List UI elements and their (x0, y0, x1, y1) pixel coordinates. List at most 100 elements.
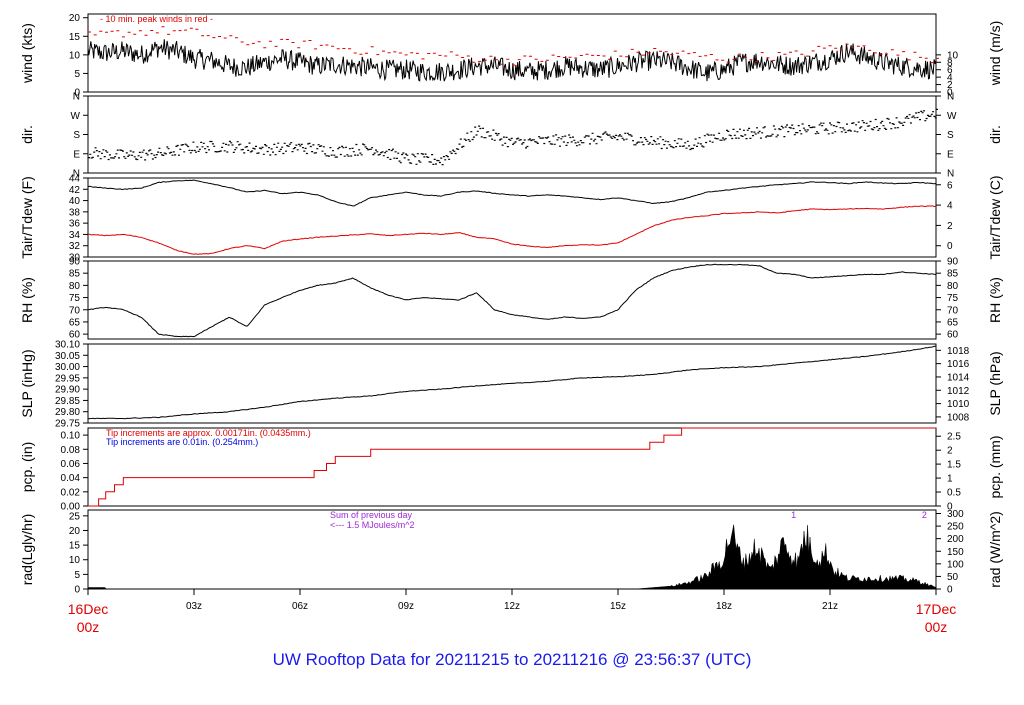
panel-pressure-series-0-line (87, 345, 936, 420)
panel-humidity-left-tick-label: 85 (69, 269, 81, 280)
panel-wind-peak-note: - 10 min. peak winds in red - (100, 14, 213, 24)
panel-direction-frame (87, 95, 937, 174)
x-tick-label: 18z (716, 601, 732, 612)
panel-pressure-left-tick-label: 29.75 (55, 419, 80, 430)
panel-radiation-annotation-0: Sum of previous day (330, 510, 413, 520)
panel-precipitation-frame (87, 427, 937, 507)
panel-wind-right-tick-label: 10 (947, 50, 959, 61)
panel-humidity-ylabel-right: RH (%) (987, 277, 1003, 323)
panel-direction-ylabel-right: dir. (987, 125, 1003, 144)
panel-temperature-left-tick-label: 44 (69, 174, 81, 185)
panel-temperature-series-1-line (87, 205, 937, 255)
panel-radiation-annotation-2: 1 (791, 510, 796, 520)
panel-humidity-right-tick-label: 60 (947, 330, 959, 341)
panel-wind-left-tick-label: 20 (69, 13, 81, 24)
panel-precipitation-right-tick-label: 2 (947, 446, 953, 457)
panel-direction-ylabel-left: dir. (19, 125, 35, 144)
panel-pressure-left-tick-label: 29.90 (55, 385, 80, 396)
panel-precipitation-right-tick-label: 1.5 (947, 460, 961, 471)
panel-wind-series-0-line (87, 39, 937, 82)
panel-direction-left-tick-label: W (71, 111, 81, 122)
panel-precipitation-right-tick-label: 1 (947, 474, 953, 485)
panel-radiation-series-0-area (87, 524, 937, 590)
panel-temperature-right-tick-label: 6 (947, 180, 953, 191)
panel-radiation-ylabel-left: rad(Lgly/hr) (19, 514, 35, 586)
panel-pressure-left-tick-label: 29.85 (55, 396, 80, 407)
panel-temperature-left-tick-label: 42 (69, 185, 81, 196)
panel-radiation-right-tick-label: 50 (947, 572, 959, 583)
panel-precipitation-ylabel-left: pcp. (in) (19, 442, 35, 493)
panel-radiation-right-tick-label: 100 (947, 559, 964, 570)
panel-radiation-right-tick-label: 150 (947, 547, 964, 558)
panel-pressure-left-tick-label: 30.05 (55, 351, 80, 362)
panel-radiation-left-tick-label: 20 (69, 526, 81, 537)
panel-pressure-left-tick-label: 29.80 (55, 407, 80, 418)
panel-humidity-series-0-line (87, 263, 937, 338)
panel-radiation-annotation-1: <--- 1.5 MJoules/m^2 (330, 520, 415, 530)
panel-humidity-right-tick-label: 85 (947, 269, 959, 280)
panel-pressure-right-tick-label: 1016 (947, 359, 970, 370)
panel-temperature-left-tick-label: 34 (69, 230, 81, 241)
panel-temperature-right-tick-label: 4 (947, 201, 953, 212)
panel-humidity-left-tick-label: 90 (69, 257, 81, 268)
panel-wind-ylabel-right: wind (m/s) (987, 21, 1003, 87)
panel-direction-left-tick-label: N (73, 169, 80, 180)
panel-radiation-right-tick-label: 200 (947, 534, 964, 545)
panel-pressure-right-tick-label: 1010 (947, 399, 970, 410)
panel-pressure-left-tick-label: 29.95 (55, 373, 80, 384)
panel-temperature-series-0-line (87, 179, 937, 207)
panel-humidity-frame (87, 260, 937, 340)
panel-wind-left-tick-label: 15 (69, 32, 81, 43)
panel-temperature-left-tick-label: 32 (69, 241, 81, 252)
x-tick-label: 03z (186, 601, 202, 612)
x-start-hour-label: 00z (77, 619, 100, 635)
panel-radiation-left-tick-label: 25 (69, 511, 81, 522)
panel-radiation-left-tick-label: 15 (69, 541, 81, 552)
panel-pressure-frame (87, 343, 937, 424)
panel-precipitation-annotation-0: Tip increments are approx. 0.00171in. (0… (106, 428, 311, 438)
panel-wind-series-1-peak-dashes (88, 26, 939, 66)
panel-precipitation-right-tick-label: 0 (947, 502, 953, 513)
panel-precipitation-left-tick-label: 0.02 (61, 487, 81, 498)
panel-precipitation-right-tick-label: 0.5 (947, 488, 961, 499)
x-tick-label: 15z (610, 601, 626, 612)
panel-precipitation-left-tick-label: 0.00 (61, 502, 81, 513)
panel-humidity-right-tick-label: 80 (947, 281, 959, 292)
panel-precipitation-series-0-step-line (88, 427, 936, 507)
x-tick-label: 09z (398, 601, 414, 612)
panel-direction-right-tick-label: E (947, 149, 954, 160)
panel-direction-left-tick-label: E (73, 149, 80, 160)
panel-humidity-left-tick-label: 65 (69, 317, 81, 328)
x-end-hour-label: 00z (925, 619, 948, 635)
panel-pressure-left-tick-label: 30.00 (55, 362, 80, 373)
panel-wind-right-tick-label: 6 (947, 65, 953, 76)
panel-humidity-right-tick-label: 90 (947, 257, 959, 268)
panel-temperature-ylabel-right: Tair/Tdew (C) (987, 175, 1003, 259)
panel-pressure-right-tick-label: 1018 (947, 346, 970, 357)
panel-radiation-right-tick-label: 250 (947, 522, 964, 533)
panel-wind-right-tick-label: 2 (947, 80, 953, 91)
x-tick-label: 06z (292, 601, 308, 612)
panel-pressure-ylabel-left: SLP (inHg) (19, 349, 35, 417)
panel-wind-left-tick-label: 5 (74, 69, 80, 80)
panel-radiation-annotation-3: 2 (922, 510, 927, 520)
panel-precipitation-left-tick-label: 0.08 (61, 445, 81, 456)
panel-radiation-left-tick-label: 10 (69, 555, 81, 566)
panel-wind-right-tick-label: 0 (947, 88, 953, 99)
panel-wind-right-tick-label: 4 (947, 73, 953, 84)
panel-precipitation-left-tick-label: 0.10 (61, 431, 81, 442)
panel-temperature-ylabel-left: Tair/Tdew (F) (19, 176, 35, 258)
panel-radiation-ylabel-right: rad (W/m^2) (987, 511, 1003, 588)
panel-pressure-right-tick-label: 1012 (947, 386, 970, 397)
panel-precipitation-annotation-1: Tip increments are 0.01in. (0.254mm.) (106, 437, 258, 447)
panel-precipitation-left-tick-label: 0.04 (61, 473, 81, 484)
panel-direction-right-tick-label: N (947, 169, 954, 180)
panel-temperature-right-tick-label: 2 (947, 221, 953, 232)
x-end-date-label: 17Dec (916, 601, 956, 617)
panel-wind-left-tick-label: 0 (74, 88, 80, 99)
panel-temperature-right-tick-label: 0 (947, 241, 953, 252)
x-tick-label: 21z (822, 601, 838, 612)
panel-humidity-right-tick-label: 70 (947, 305, 959, 316)
panel-humidity-ylabel-left: RH (%) (19, 277, 35, 323)
x-tick-label: 12z (504, 601, 520, 612)
